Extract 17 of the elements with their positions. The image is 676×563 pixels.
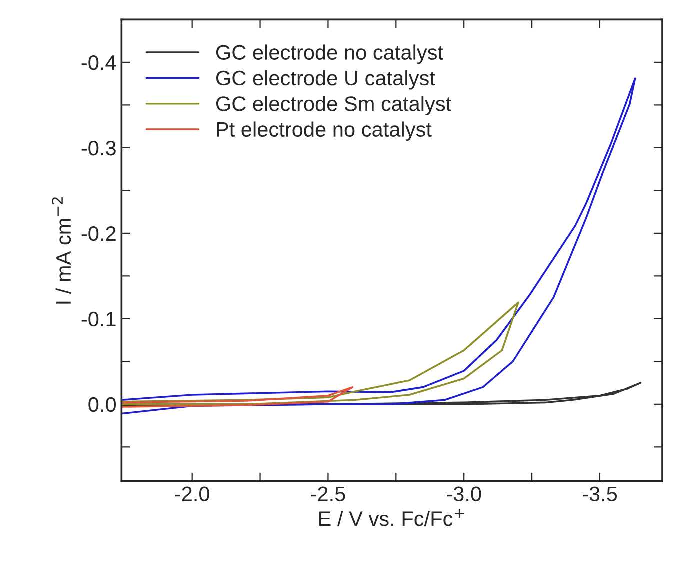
- line-series: [122, 302, 520, 406]
- line-series: [122, 386, 354, 408]
- legend-label: GC electrode Sm catalyst: [216, 96, 452, 116]
- legend-label: Pt electrode no catalyst: [217, 122, 432, 142]
- legend-label: GC electrode no catalyst: [216, 44, 444, 64]
- x-tick-label: -3.5: [582, 486, 618, 502]
- y-tick-label: -0.1: [82, 312, 116, 327]
- y-tick-label: -0.2: [82, 226, 116, 242]
- x-axis-title: E / V vs. Fc/Fc$^{+}$: [320, 509, 464, 526]
- y-tick-label: -0.4: [82, 55, 116, 70]
- legend-label: GC electrode U catalyst: [216, 70, 436, 90]
- x-tick-label: -3.0: [447, 486, 482, 502]
- y-tick-label: 0.0: [88, 397, 116, 412]
- x-tick-label: -2.5: [311, 486, 346, 502]
- y-axis-title: I / mA cm$^{−2}$: [52, 198, 72, 304]
- y-tick-label: -0.3: [82, 140, 116, 156]
- x-tick-label: -2.0: [175, 486, 210, 502]
